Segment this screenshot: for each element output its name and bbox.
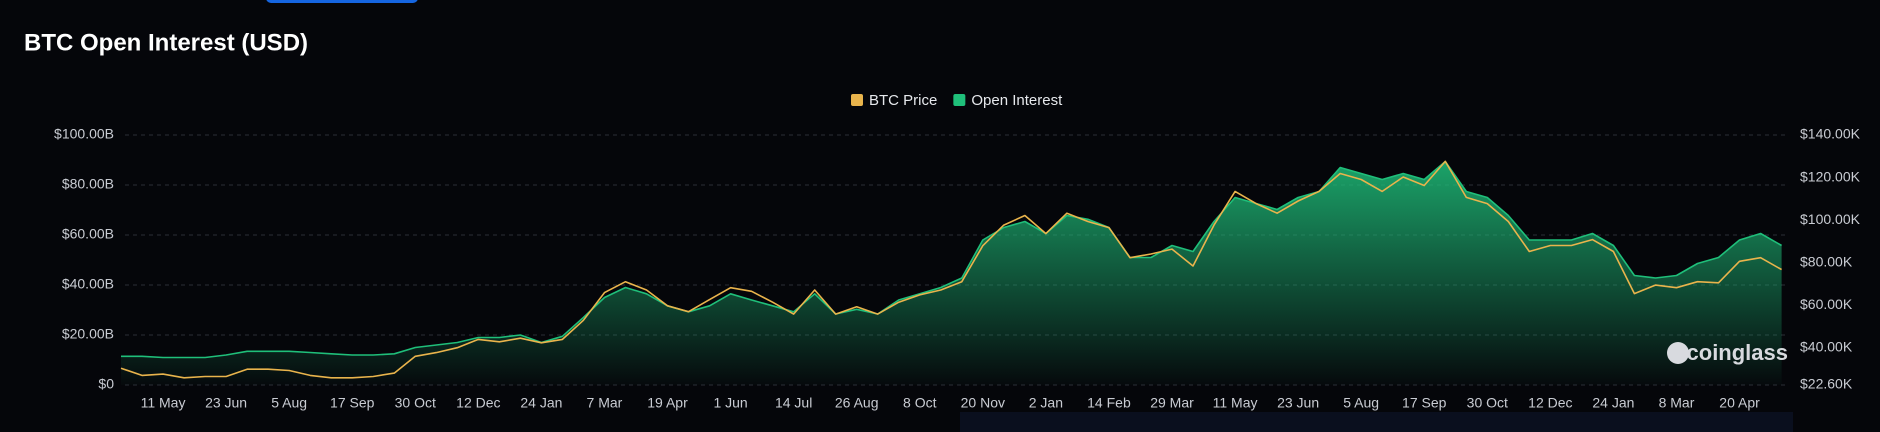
watermark: coinglass	[1687, 340, 1788, 365]
x-tick-label: 11 May	[141, 395, 186, 411]
x-tick-label: 29 Mar	[1150, 395, 1194, 411]
x-tick-label: 8 Mar	[1659, 395, 1695, 411]
x-tick-label: 14 Feb	[1087, 395, 1131, 411]
y-tick-label: $60.00B	[62, 226, 114, 242]
x-tick-label: 7 Mar	[587, 395, 623, 411]
x-tick-label: 17 Sep	[330, 395, 375, 411]
x-tick-label: 5 Aug	[271, 395, 307, 411]
x-tick-label: 30 Oct	[1467, 395, 1508, 411]
x-tick-label: 1 Jun	[713, 395, 747, 411]
legend-swatch	[953, 94, 966, 106]
series-line	[120, 160, 1782, 379]
y-tick-label: $100.00B	[54, 126, 114, 142]
x-tick-label: 30 Oct	[395, 395, 436, 411]
x-tick-label: 12 Dec	[1528, 395, 1572, 411]
series-line	[121, 160, 1782, 359]
y-tick-label: $40.00B	[62, 276, 114, 292]
x-tick-label: 23 Jun	[1277, 395, 1319, 411]
x-tick-label: 11 May	[1213, 395, 1258, 411]
x-tick-label: 5 Aug	[1343, 395, 1379, 411]
plot-area	[120, 134, 1789, 386]
series-area	[121, 161, 1782, 385]
legend-label: BTC Price	[869, 92, 937, 109]
y2-tick-label: $140.00K	[1800, 126, 1861, 142]
x-tick-label: 24 Jan	[520, 395, 562, 411]
x-tick-label: 23 Jun	[205, 395, 247, 411]
x-tick-label: 12 Dec	[456, 395, 500, 411]
legend-swatch	[851, 94, 863, 106]
y2-tick-label: $22.60K	[1800, 376, 1853, 392]
watermark-logo	[1667, 342, 1689, 364]
y-tick-label: $0	[98, 376, 114, 392]
navigator	[960, 412, 1793, 432]
x-tick-label: 24 Jan	[1592, 395, 1634, 411]
x-tick-label: 20 Nov	[961, 395, 1005, 411]
y2-tick-label: $80.00K	[1800, 253, 1853, 269]
legend-label: Open Interest	[971, 92, 1063, 109]
y2-tick-label: $60.00K	[1800, 296, 1853, 312]
x-tick-label: 26 Aug	[835, 395, 879, 411]
y-tick-label: $20.00B	[62, 326, 114, 342]
legend: BTC Price Open Interest	[851, 92, 1063, 109]
x-tick-label: 8 Oct	[903, 395, 937, 411]
tab-button[interactable]	[266, 0, 418, 3]
x-tick-label: 2 Jan	[1029, 395, 1063, 411]
chart-title: BTC Open Interest (USD)	[24, 29, 308, 56]
y2-tick-label: $100.00K	[1800, 211, 1861, 227]
y2-tick-label: $40.00K	[1800, 339, 1853, 355]
x-tick-label: 14 Jul	[775, 395, 812, 411]
x-tick-label: 20 Apr	[1719, 395, 1760, 411]
x-tick-label: 17 Sep	[1402, 395, 1447, 411]
x-tick-label: 19 Apr	[647, 395, 688, 411]
y2-tick-label: $120.00K	[1800, 168, 1861, 184]
y-tick-label: $80.00B	[62, 176, 114, 192]
